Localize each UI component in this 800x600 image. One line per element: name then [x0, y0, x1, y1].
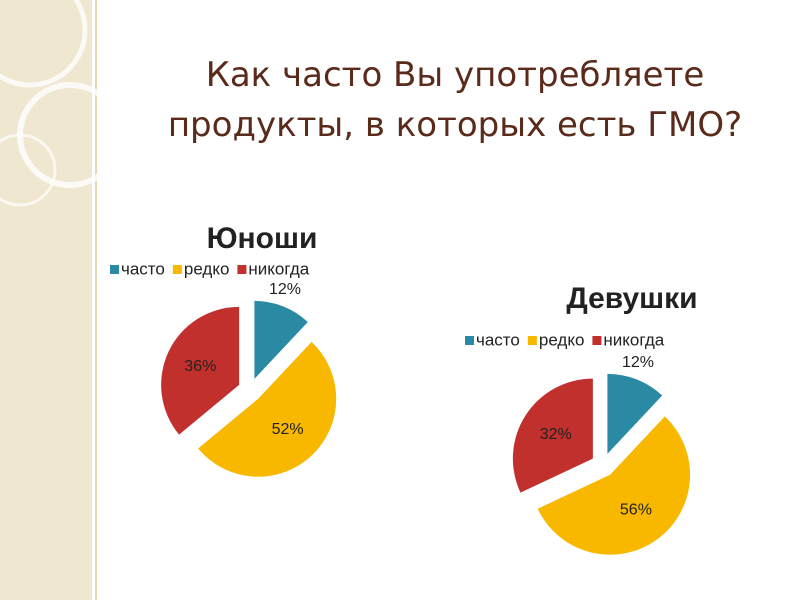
legend-label: никогда: [603, 330, 664, 349]
legend-label: часто: [476, 330, 520, 349]
chart-title: Девушки: [566, 282, 697, 315]
decor-circle: [0, 0, 88, 88]
side-panel: [0, 0, 92, 600]
legend-swatch: [172, 265, 182, 274]
pie-slice: [254, 300, 308, 379]
pie-slice: [161, 306, 240, 435]
legend-swatch: [527, 336, 537, 345]
data-label: 36%: [184, 358, 216, 375]
legend-swatch: [465, 336, 474, 345]
legend-swatch: [110, 265, 119, 274]
slide-title: Как часто Вы употребляете продукты, в ко…: [167, 55, 743, 145]
legend-swatch: [237, 265, 247, 274]
data-label: 32%: [540, 426, 572, 443]
data-label: 12%: [622, 354, 654, 371]
chart-title: Юноши: [207, 222, 318, 255]
pie-slice: [537, 416, 691, 555]
data-label: 52%: [272, 421, 304, 438]
data-label: 56%: [620, 502, 652, 519]
pie-slice: [607, 373, 663, 454]
legend-swatch: [592, 336, 602, 345]
pie-slice: [198, 341, 337, 477]
decor-circle: [0, 133, 57, 207]
legend-label: никогда: [248, 259, 309, 278]
data-label: 12%: [269, 281, 301, 298]
legend-label: часто: [121, 259, 165, 278]
legend-label: редко: [539, 330, 585, 349]
pie-slice: [512, 378, 593, 493]
legend-label: редко: [184, 259, 230, 278]
